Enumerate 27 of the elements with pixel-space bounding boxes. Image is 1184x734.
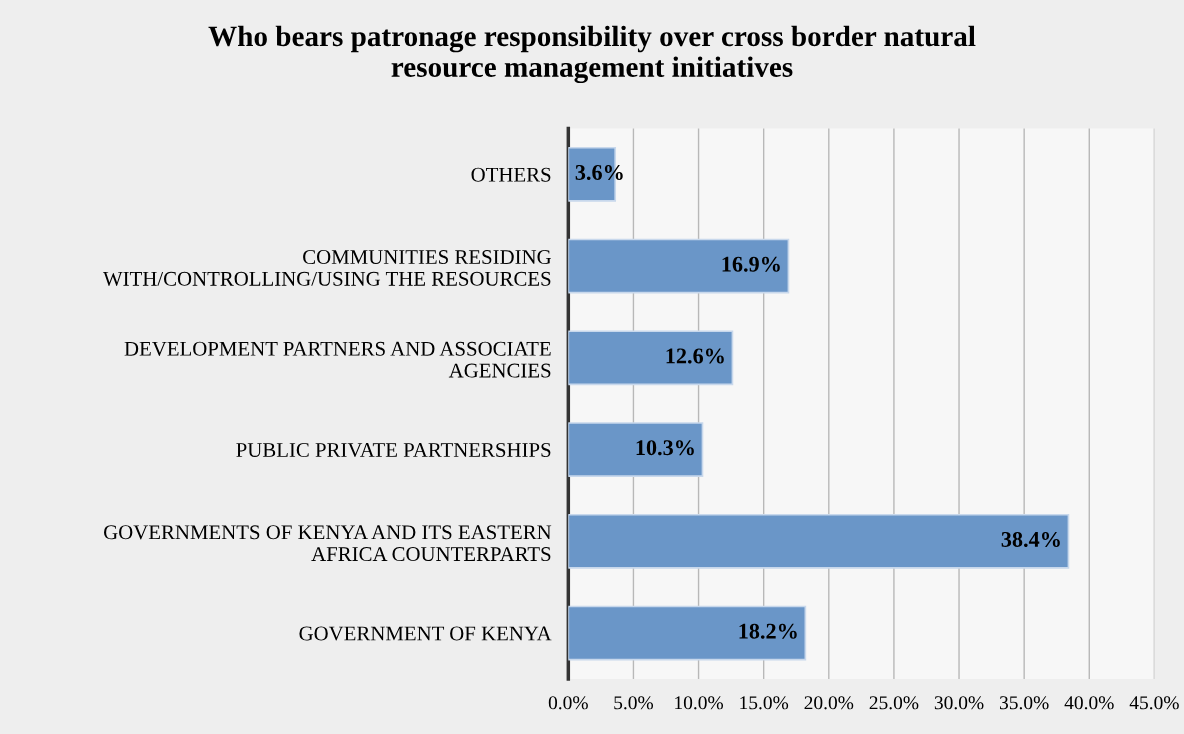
bar [568,422,704,478]
y-tick-label: DEVELOPMENT PARTNERS AND ASSOCIATE AGENCIES [124,341,551,378]
chart-title: Who bears patronage responsibility over cross border natural resource management initiatives [208,25,976,84]
x-tick-label: 20.0% [804,696,854,710]
y-tick-label: OTHERS [471,167,551,182]
y-tick-label: GOVERNMENT OF KENYA [299,626,552,641]
x-tick-label: 15.0% [740,696,789,710]
x-tick-label: 25.0% [869,696,919,710]
x-tick-label: 0.0% [548,696,588,710]
data-label: 16.9% [722,256,780,272]
x-tick-label: 30.0% [934,696,984,710]
x-tick-label: 5.0% [614,696,654,710]
bar [568,605,807,661]
data-label: 38.4% [1001,531,1060,547]
y-tick-label: COMMUNITIES RESIDING WITH/CONTROLLING/USING THE RESOURCES [102,250,552,286]
y-tick-label: GOVERNMENTS OF KENYA AND ITS EASTERN AFRICA COUNTERPARTS [104,525,552,562]
data-label: 12.6% [666,348,724,364]
x-tick-label: 10.0% [675,696,724,710]
x-tick-label: 35.0% [999,696,1049,710]
data-label: 10.3% [636,440,694,456]
x-tick-label: 40.0% [1064,696,1114,710]
bar [568,330,734,386]
data-label: 18.2% [739,623,797,639]
bar [568,513,1070,569]
x-tick-label: 45.0% [1129,696,1179,710]
bar [568,238,790,294]
y-tick-label: PUBLIC PRIVATE PARTNERSHIPS [236,443,551,458]
